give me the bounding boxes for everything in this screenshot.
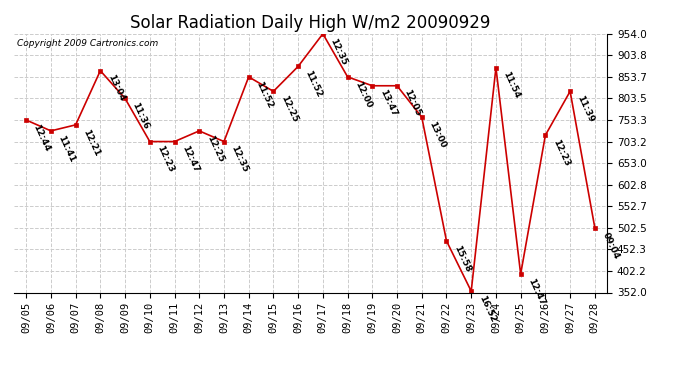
Text: 12:44: 12:44 bbox=[32, 123, 52, 153]
Text: 16:52: 16:52 bbox=[477, 294, 497, 324]
Text: 11:39: 11:39 bbox=[575, 94, 596, 124]
Text: 12:47: 12:47 bbox=[526, 277, 546, 307]
Text: 11:36: 11:36 bbox=[130, 101, 151, 131]
Text: 12:47: 12:47 bbox=[180, 144, 200, 174]
Text: 12:35: 12:35 bbox=[230, 144, 250, 174]
Text: 12:25: 12:25 bbox=[205, 134, 225, 164]
Text: 11:52: 11:52 bbox=[254, 80, 275, 110]
Text: 11:54: 11:54 bbox=[502, 70, 522, 100]
Text: 12:05: 12:05 bbox=[402, 88, 423, 118]
Text: 11:52: 11:52 bbox=[304, 69, 324, 99]
Text: 13:47: 13:47 bbox=[378, 88, 398, 118]
Title: Solar Radiation Daily High W/m2 20090929: Solar Radiation Daily High W/m2 20090929 bbox=[130, 14, 491, 32]
Text: 09:04: 09:04 bbox=[600, 231, 620, 260]
Text: 13:04: 13:04 bbox=[106, 74, 126, 103]
Text: 12:35: 12:35 bbox=[328, 37, 348, 66]
Text: 12:23: 12:23 bbox=[155, 144, 175, 174]
Text: 13:00: 13:00 bbox=[427, 120, 448, 149]
Text: 12:21: 12:21 bbox=[81, 128, 101, 158]
Text: 15:58: 15:58 bbox=[452, 244, 472, 273]
Text: 12:23: 12:23 bbox=[551, 138, 571, 168]
Text: Copyright 2009 Cartronics.com: Copyright 2009 Cartronics.com bbox=[17, 39, 158, 48]
Text: 11:41: 11:41 bbox=[57, 134, 77, 164]
Text: 12:00: 12:00 bbox=[353, 80, 373, 109]
Text: 12:25: 12:25 bbox=[279, 94, 299, 124]
